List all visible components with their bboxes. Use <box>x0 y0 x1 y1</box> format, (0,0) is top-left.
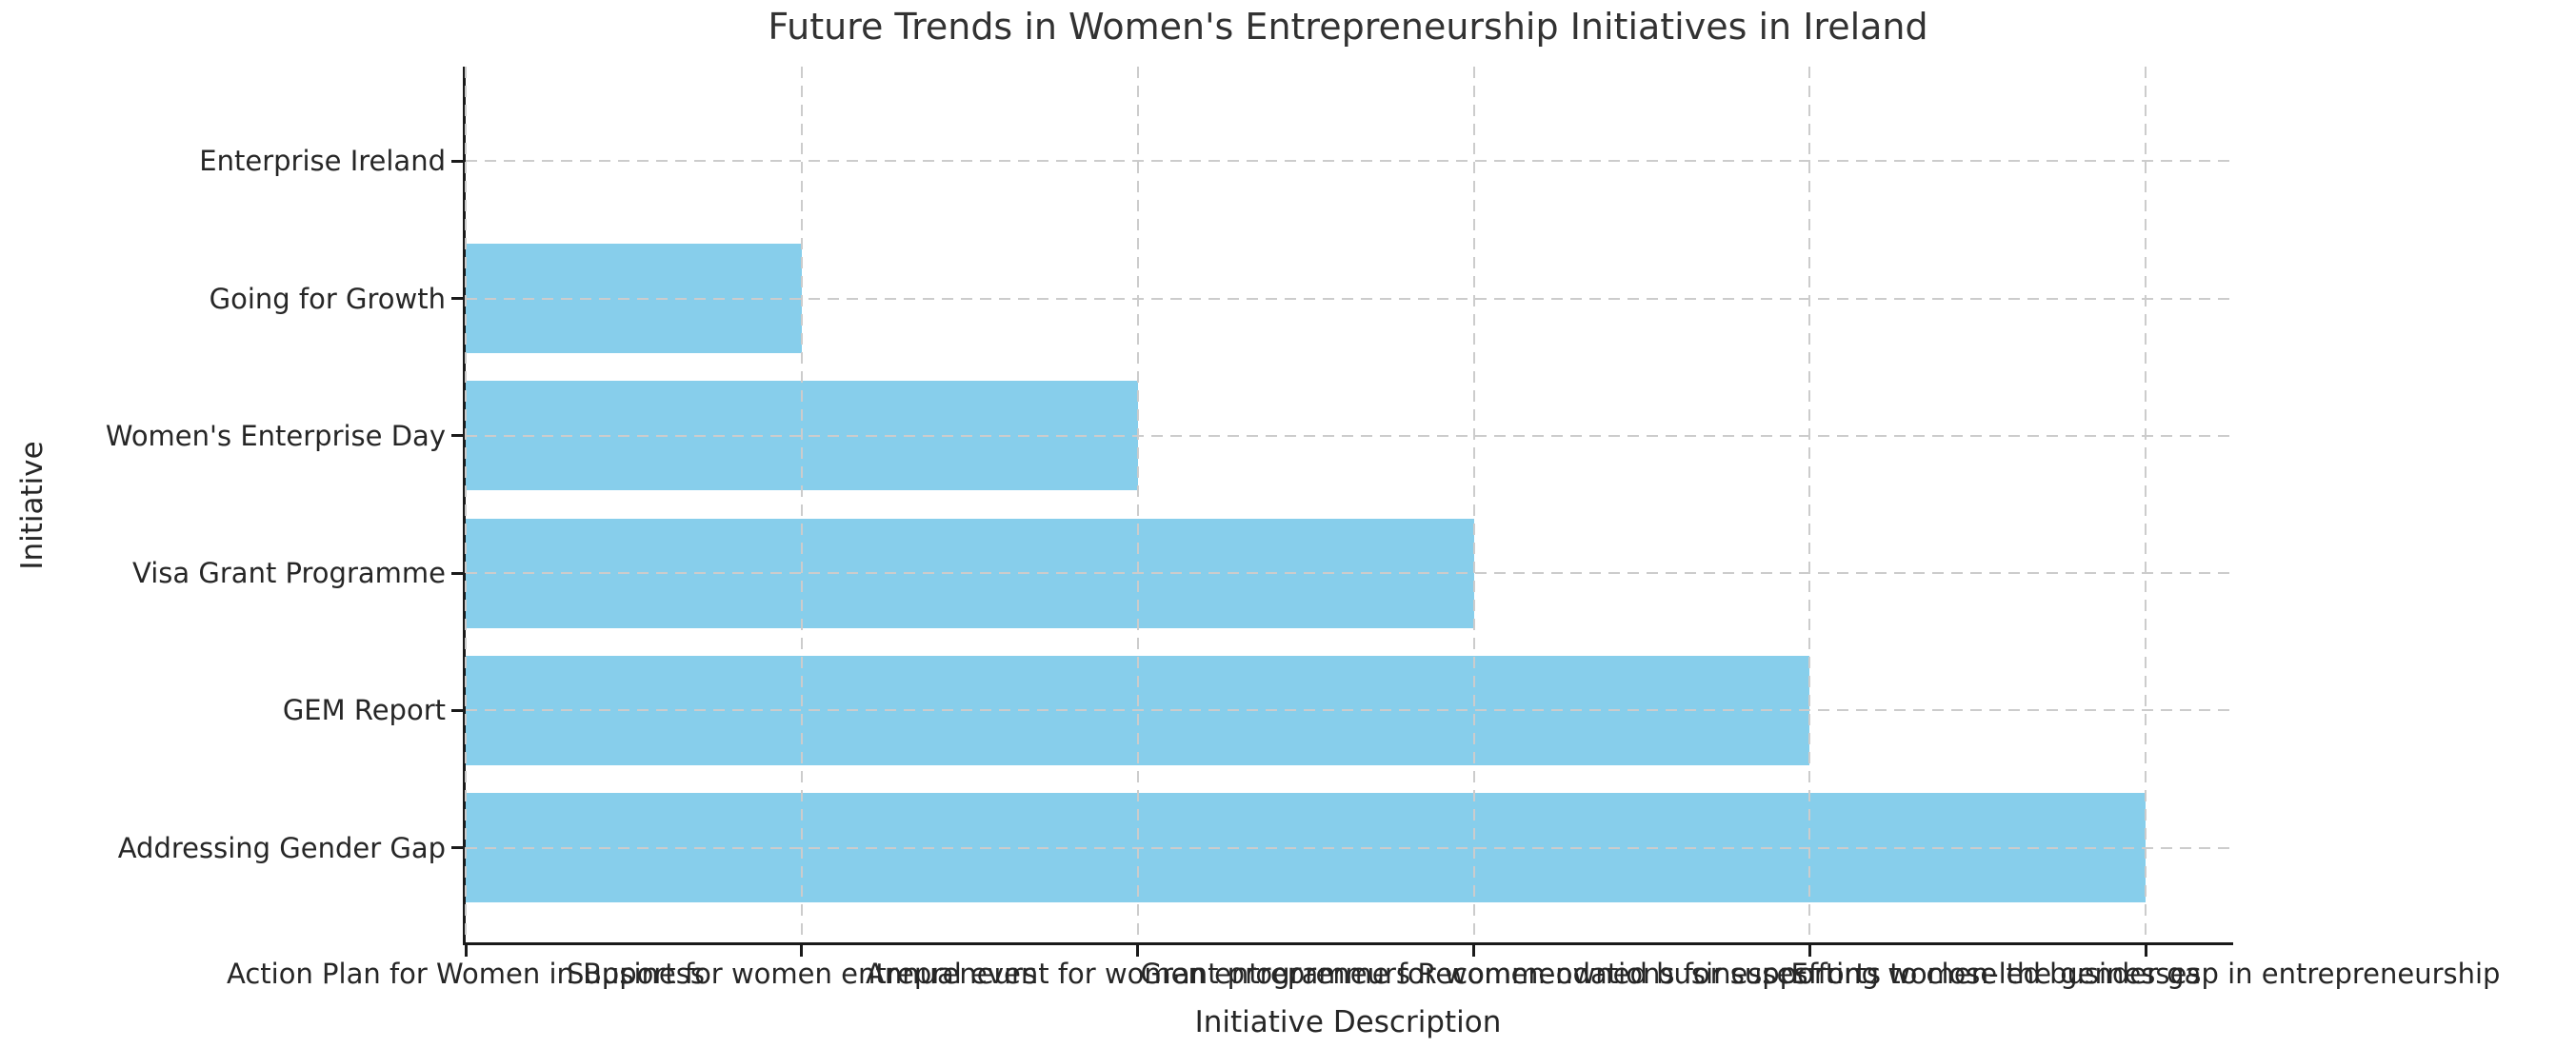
gridline-horizontal <box>466 847 2233 849</box>
x-tick-label: Recommendations for supporting women-led… <box>1417 958 2202 990</box>
gridline-horizontal <box>466 709 2233 711</box>
y-tick-label: Addressing Gender Gap <box>117 832 446 864</box>
x-tick-label: Action Plan for Women in Business <box>227 958 705 990</box>
x-tick-mark <box>2145 945 2147 957</box>
gridline-horizontal <box>466 298 2233 300</box>
y-tick-mark <box>451 434 463 437</box>
x-tick-mark <box>465 945 468 957</box>
gridline-vertical <box>1137 67 1139 942</box>
gridline-vertical <box>465 67 467 942</box>
gridline-horizontal <box>466 160 2233 162</box>
y-tick-mark <box>451 160 463 163</box>
y-tick-label: GEM Report <box>282 694 446 726</box>
chart-title: Future Trends in Women's Entrepreneurshi… <box>768 6 1928 48</box>
gridline-vertical <box>801 67 803 942</box>
x-tick-mark <box>1136 945 1139 957</box>
y-tick-mark <box>451 572 463 575</box>
gridline-vertical <box>1808 67 1810 942</box>
x-tick-label: Annual event for women entrepreneurs <box>866 958 1410 990</box>
x-tick-mark <box>1808 945 1811 957</box>
y-tick-label: Visa Grant Programme <box>132 557 446 589</box>
x-tick-label: Efforts to close the gender gap in entre… <box>1790 958 2501 990</box>
y-tick-label: Women's Enterprise Day <box>105 420 446 452</box>
x-tick-mark <box>800 945 803 957</box>
gridline-horizontal <box>466 435 2233 437</box>
x-tick-mark <box>1472 945 1475 957</box>
y-axis-label: Initiative <box>15 441 50 570</box>
y-tick-label: Enterprise Ireland <box>199 145 446 177</box>
y-tick-mark <box>451 297 463 300</box>
gridline-vertical <box>2145 67 2147 942</box>
gridline-vertical <box>1473 67 1475 942</box>
x-axis-label: Initiative Description <box>1194 1005 1502 1039</box>
plot-area <box>463 67 2233 945</box>
y-tick-mark <box>451 709 463 712</box>
gridline-horizontal <box>466 572 2233 574</box>
y-tick-mark <box>451 846 463 849</box>
x-tick-label: Grant programme for women-owned business… <box>1140 958 1808 990</box>
x-tick-label: Support for women entrepreneurs <box>567 958 1037 990</box>
y-tick-label: Going for Growth <box>209 283 446 315</box>
